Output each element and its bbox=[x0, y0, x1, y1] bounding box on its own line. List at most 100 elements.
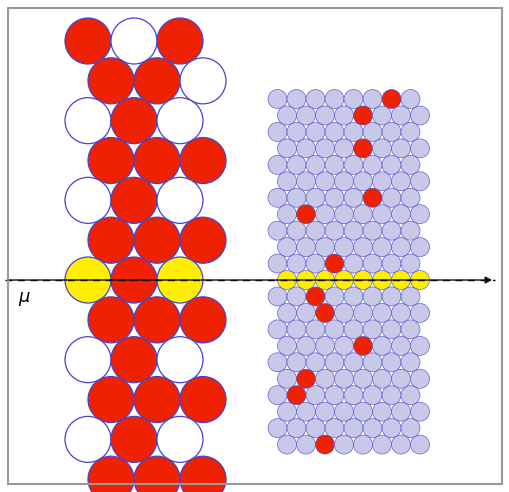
Circle shape bbox=[111, 177, 157, 223]
Circle shape bbox=[88, 58, 134, 104]
Circle shape bbox=[381, 386, 400, 405]
Circle shape bbox=[324, 155, 344, 174]
Circle shape bbox=[324, 221, 344, 240]
Circle shape bbox=[410, 139, 429, 158]
Circle shape bbox=[315, 205, 334, 224]
Circle shape bbox=[277, 172, 296, 191]
Circle shape bbox=[334, 369, 353, 388]
Circle shape bbox=[344, 320, 362, 339]
Circle shape bbox=[267, 188, 287, 207]
Circle shape bbox=[362, 287, 381, 306]
Circle shape bbox=[277, 106, 296, 125]
Circle shape bbox=[344, 221, 362, 240]
Circle shape bbox=[391, 337, 410, 355]
Circle shape bbox=[134, 376, 180, 423]
Circle shape bbox=[353, 139, 372, 158]
Circle shape bbox=[324, 353, 344, 372]
Circle shape bbox=[344, 287, 362, 306]
Circle shape bbox=[391, 205, 410, 224]
Circle shape bbox=[410, 304, 429, 322]
Circle shape bbox=[381, 419, 400, 437]
Circle shape bbox=[287, 419, 305, 437]
Circle shape bbox=[111, 18, 157, 64]
Circle shape bbox=[305, 221, 324, 240]
Circle shape bbox=[305, 90, 324, 109]
Circle shape bbox=[111, 98, 157, 144]
Circle shape bbox=[267, 221, 287, 240]
Circle shape bbox=[277, 304, 296, 322]
Circle shape bbox=[362, 155, 381, 174]
Circle shape bbox=[296, 435, 315, 454]
Circle shape bbox=[324, 386, 344, 405]
Circle shape bbox=[391, 238, 410, 257]
Circle shape bbox=[344, 254, 362, 273]
Circle shape bbox=[372, 369, 391, 388]
Circle shape bbox=[372, 435, 391, 454]
Circle shape bbox=[267, 90, 287, 109]
Circle shape bbox=[324, 123, 344, 141]
Circle shape bbox=[296, 402, 315, 421]
Circle shape bbox=[391, 106, 410, 125]
Circle shape bbox=[287, 353, 305, 372]
Circle shape bbox=[400, 254, 419, 273]
Circle shape bbox=[305, 123, 324, 141]
Circle shape bbox=[111, 337, 157, 383]
Circle shape bbox=[362, 254, 381, 273]
Circle shape bbox=[305, 155, 324, 174]
Circle shape bbox=[334, 271, 353, 289]
Circle shape bbox=[296, 139, 315, 158]
Circle shape bbox=[372, 205, 391, 224]
Circle shape bbox=[362, 90, 381, 109]
Circle shape bbox=[315, 304, 334, 322]
Circle shape bbox=[410, 172, 429, 191]
Circle shape bbox=[287, 254, 305, 273]
Circle shape bbox=[344, 123, 362, 141]
Circle shape bbox=[381, 320, 400, 339]
Circle shape bbox=[400, 320, 419, 339]
Circle shape bbox=[372, 106, 391, 125]
Circle shape bbox=[391, 369, 410, 388]
Circle shape bbox=[410, 238, 429, 257]
Circle shape bbox=[400, 287, 419, 306]
Circle shape bbox=[315, 172, 334, 191]
Circle shape bbox=[353, 205, 372, 224]
Circle shape bbox=[287, 155, 305, 174]
Circle shape bbox=[315, 402, 334, 421]
Circle shape bbox=[324, 419, 344, 437]
Circle shape bbox=[277, 369, 296, 388]
Circle shape bbox=[381, 254, 400, 273]
Circle shape bbox=[65, 18, 111, 64]
Circle shape bbox=[305, 419, 324, 437]
Circle shape bbox=[287, 221, 305, 240]
Circle shape bbox=[400, 188, 419, 207]
Circle shape bbox=[362, 188, 381, 207]
Circle shape bbox=[372, 304, 391, 322]
Circle shape bbox=[305, 254, 324, 273]
Circle shape bbox=[315, 337, 334, 355]
Circle shape bbox=[134, 297, 180, 343]
Circle shape bbox=[180, 376, 225, 423]
Circle shape bbox=[334, 238, 353, 257]
Circle shape bbox=[157, 337, 203, 383]
Circle shape bbox=[65, 337, 111, 383]
Circle shape bbox=[88, 137, 134, 184]
Circle shape bbox=[362, 353, 381, 372]
Circle shape bbox=[353, 304, 372, 322]
Circle shape bbox=[344, 386, 362, 405]
Circle shape bbox=[296, 172, 315, 191]
Circle shape bbox=[372, 402, 391, 421]
Circle shape bbox=[400, 155, 419, 174]
Circle shape bbox=[65, 416, 111, 462]
Circle shape bbox=[400, 90, 419, 109]
Circle shape bbox=[362, 419, 381, 437]
Circle shape bbox=[305, 320, 324, 339]
Circle shape bbox=[362, 386, 381, 405]
Circle shape bbox=[353, 238, 372, 257]
Circle shape bbox=[305, 287, 324, 306]
Circle shape bbox=[381, 188, 400, 207]
Text: μ: μ bbox=[18, 288, 30, 306]
Circle shape bbox=[400, 221, 419, 240]
Circle shape bbox=[410, 369, 429, 388]
Circle shape bbox=[381, 221, 400, 240]
Circle shape bbox=[334, 435, 353, 454]
